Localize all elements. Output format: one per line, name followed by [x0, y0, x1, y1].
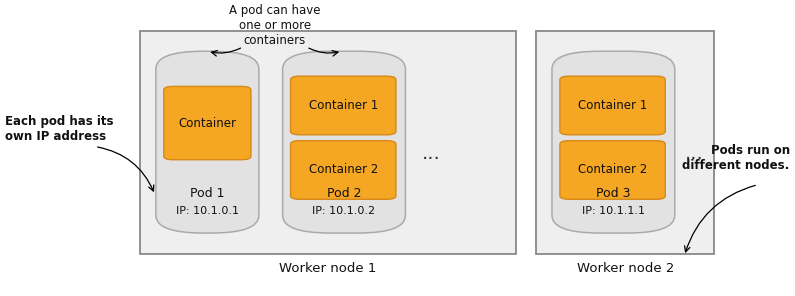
Text: ...: ...: [685, 144, 704, 163]
FancyBboxPatch shape: [290, 76, 396, 135]
FancyBboxPatch shape: [156, 51, 259, 233]
Text: Each pod has its
own IP address: Each pod has its own IP address: [6, 115, 114, 143]
Text: Pod 3: Pod 3: [596, 187, 630, 200]
FancyBboxPatch shape: [290, 141, 396, 199]
Bar: [536, 31, 715, 254]
Bar: [140, 31, 516, 254]
Text: ...: ...: [421, 144, 440, 163]
FancyBboxPatch shape: [560, 76, 665, 135]
Text: Worker node 2: Worker node 2: [576, 262, 674, 275]
Text: A pod can have
one or more
containers: A pod can have one or more containers: [229, 4, 320, 47]
Text: Container 2: Container 2: [578, 163, 647, 176]
Text: Pods run on
different nodes.: Pods run on different nodes.: [682, 144, 789, 172]
Text: Container 1: Container 1: [578, 99, 647, 112]
FancyBboxPatch shape: [283, 51, 405, 233]
Text: Container 1: Container 1: [308, 99, 378, 112]
FancyBboxPatch shape: [164, 86, 251, 160]
Text: IP: 10.1.0.2: IP: 10.1.0.2: [312, 206, 375, 216]
Text: Pod 1: Pod 1: [190, 187, 225, 200]
Text: Container 2: Container 2: [308, 163, 378, 176]
Text: IP: 10.1.1.1: IP: 10.1.1.1: [582, 206, 645, 216]
Text: Container: Container: [178, 117, 236, 130]
FancyBboxPatch shape: [560, 141, 665, 199]
Text: Worker node 1: Worker node 1: [280, 262, 377, 275]
Text: Pod 2: Pod 2: [327, 187, 361, 200]
FancyBboxPatch shape: [552, 51, 675, 233]
Text: IP: 10.1.0.1: IP: 10.1.0.1: [176, 206, 238, 216]
